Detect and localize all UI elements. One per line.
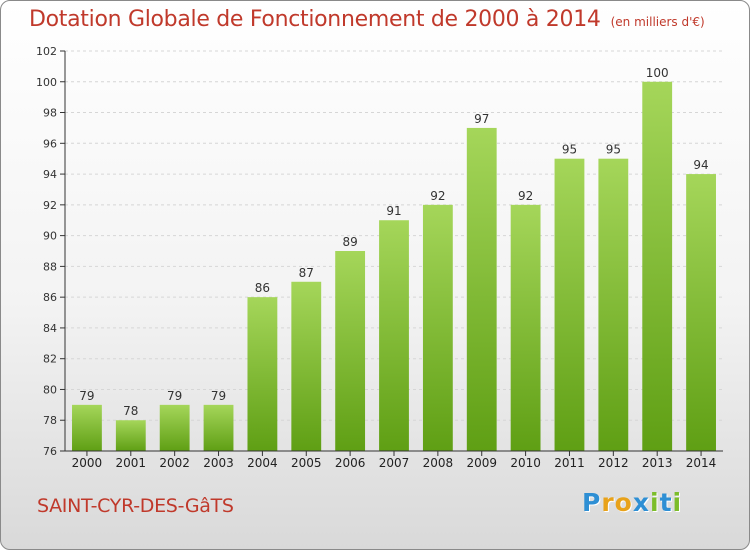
bar-value-label: 94 — [693, 158, 708, 172]
x-tick-label: 2000 — [72, 456, 103, 470]
bar — [115, 420, 146, 451]
bar-value-label: 86 — [255, 281, 270, 295]
y-tick-label: 90 — [43, 230, 57, 243]
chart-subtitle: (en milliers d'€) — [610, 15, 705, 29]
y-tick-label: 98 — [43, 107, 57, 120]
y-tick-label: 88 — [43, 260, 57, 273]
bar-value-label: 95 — [562, 143, 577, 157]
y-tick-label: 94 — [43, 168, 57, 181]
bar — [203, 404, 234, 451]
bar-value-label: 89 — [342, 235, 357, 249]
chart-title-text: Dotation Globale de Fonctionnement de 20… — [29, 7, 601, 32]
y-tick-label: 100 — [36, 76, 57, 89]
bar-value-label: 91 — [386, 204, 401, 218]
y-tick-label: 82 — [43, 353, 57, 366]
x-tick-label: 2014 — [686, 456, 717, 470]
proxiti-logo-letter: P — [582, 488, 602, 517]
bar — [686, 174, 716, 452]
labels: 76 78 80 82 84 86 88 90 92 94 96 98 100 102 79 2000 78 20… — [36, 45, 716, 470]
y-tick-label: 76 — [43, 445, 57, 458]
x-tick-label: 2001 — [116, 456, 147, 470]
bar — [335, 251, 366, 451]
y-tick-label: 78 — [43, 414, 57, 427]
y-tick-label: 96 — [43, 137, 57, 150]
bar-value-label: 97 — [474, 112, 489, 126]
axes — [60, 50, 723, 456]
proxiti-logo-letter: i — [672, 488, 683, 517]
x-tick-label: 2002 — [159, 456, 190, 470]
x-tick-label: 2011 — [554, 456, 585, 470]
x-tick-label: 2010 — [510, 456, 541, 470]
bar-value-label: 79 — [167, 389, 182, 403]
bar — [247, 297, 278, 451]
proxiti-logo-letter: o — [614, 488, 633, 517]
x-tick-label: 2012 — [598, 456, 629, 470]
y-tick-label: 84 — [43, 322, 57, 335]
bar — [510, 204, 541, 451]
x-tick-label: 2013 — [642, 456, 673, 470]
bar-value-label: 79 — [79, 389, 94, 403]
bar — [598, 158, 629, 451]
x-tick-label: 2008 — [423, 456, 454, 470]
bar-value-label: 79 — [211, 389, 226, 403]
x-tick-label: 2005 — [291, 456, 322, 470]
bar — [291, 281, 322, 451]
chart-title: Dotation Globale de Fonctionnement de 20… — [29, 7, 705, 32]
x-tick-label: 2007 — [379, 456, 410, 470]
bar-value-label: 92 — [518, 189, 533, 203]
bar — [466, 127, 497, 451]
proxiti-logo-letter: x — [632, 488, 650, 517]
proxiti-logo-letter: r — [601, 488, 615, 517]
y-tick-label: 92 — [43, 199, 57, 212]
commune-name: SAINT-CYR-DES-GâTS — [37, 495, 234, 517]
x-tick-label: 2009 — [466, 456, 497, 470]
proxiti-logo: Proxiti — [582, 488, 682, 517]
bar — [379, 220, 409, 451]
x-tick-label: 2004 — [247, 456, 278, 470]
proxiti-logo-letter: i — [650, 488, 660, 517]
bar-value-label: 92 — [430, 189, 445, 203]
bar-value-label: 95 — [606, 143, 621, 157]
proxiti-logo-letter: t — [659, 488, 673, 517]
y-tick-label: 102 — [36, 45, 57, 58]
bar — [642, 81, 673, 452]
bar — [159, 404, 190, 451]
y-tick-label: 86 — [43, 291, 57, 304]
x-tick-label: 2006 — [335, 456, 366, 470]
y-tick-label: 80 — [43, 383, 57, 396]
bar — [72, 404, 102, 451]
bar — [422, 204, 453, 451]
x-tick-label: 2003 — [203, 456, 234, 470]
bar — [554, 158, 585, 451]
bar-value-label: 87 — [299, 266, 314, 280]
bar-value-label: 100 — [646, 66, 669, 80]
bars — [72, 81, 716, 452]
bar-value-label: 78 — [123, 404, 138, 418]
